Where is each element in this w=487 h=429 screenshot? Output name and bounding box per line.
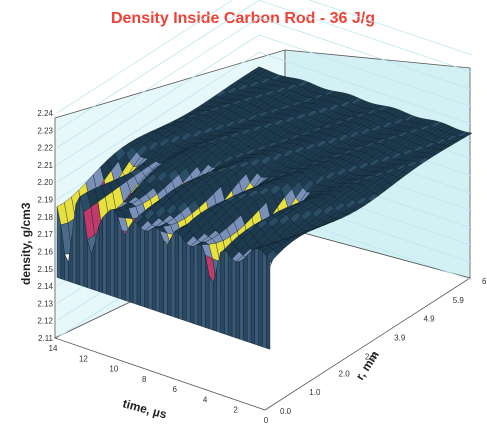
- z-tick-label: 2.24: [37, 109, 53, 118]
- surface-skirt: [152, 227, 156, 311]
- surface-skirt: [156, 227, 160, 312]
- time-tick-label: 8: [142, 375, 147, 384]
- z-tick-label: 2.18: [37, 213, 53, 222]
- r-tick-label: 3.9: [394, 334, 406, 343]
- z-tick-label: 2.22: [37, 144, 53, 153]
- z-axis-ticks: 2.11 2.12 2.13 2.14 2.15 2.16 2.17 2.18 2.19 2.20…: [37, 109, 53, 343]
- surface-skirt: [103, 214, 107, 295]
- time-tick-label: 12: [79, 354, 88, 363]
- surface-skirt: [243, 255, 247, 341]
- surface-skirt: [266, 256, 270, 349]
- z-tick-label: 2.16: [37, 247, 53, 256]
- surface-skirt: [114, 209, 118, 298]
- r-tick-label: 0.0: [280, 407, 292, 416]
- surface-skirt: [228, 254, 232, 337]
- z-tick-label: 2.12: [37, 317, 53, 326]
- surface-skirt: [194, 244, 198, 325]
- surface-skirt: [175, 231, 179, 318]
- r-axis-label: r, mm: [353, 348, 382, 382]
- surface-skirt: [247, 251, 251, 343]
- r-tick-label: 4.9: [423, 315, 435, 324]
- time-tick-label: 0: [264, 416, 269, 425]
- surface-skirt: [148, 229, 152, 310]
- time-axis-label: time, µs: [121, 396, 168, 421]
- chart-title: Density Inside Carbon Rod - 36 J/g: [111, 10, 375, 27]
- surface-skirt: [76, 197, 80, 286]
- z-tick-label: 2.20: [37, 178, 53, 187]
- surface-skirt: [160, 231, 164, 314]
- time-tick-label: 4: [203, 395, 208, 404]
- surface-skirt: [240, 259, 244, 340]
- time-tick-label: 10: [109, 365, 118, 374]
- surface-skirt: [164, 241, 168, 315]
- surface-skirt: [183, 238, 187, 321]
- time-tick-label: 6: [172, 385, 177, 394]
- surface-skirt: [259, 249, 263, 347]
- r-tick-label: 2.0: [339, 369, 351, 378]
- surface-skirt: [144, 231, 148, 308]
- surface-skirt: [99, 218, 103, 293]
- z-tick-label: 2.11: [38, 334, 54, 343]
- z-axis-label: density, g/cm3: [19, 202, 33, 285]
- z-tick-label: 2.14: [37, 282, 53, 291]
- surface-skirt: [190, 246, 194, 323]
- z-tick-label: 2.15: [37, 265, 53, 274]
- surface-skirt: [106, 210, 110, 295]
- r-tick-label: 5.9: [453, 296, 465, 305]
- surface-skirt: [232, 259, 236, 338]
- z-tick-label: 2.19: [37, 196, 53, 205]
- surface-skirt: [236, 262, 240, 339]
- surface-skirt: [167, 238, 171, 316]
- surface-skirt: [129, 221, 133, 303]
- surface-skirt: [186, 243, 190, 322]
- surface-skirt: [110, 209, 114, 296]
- surface-skirt: [118, 217, 122, 299]
- surface-skirt: [255, 249, 259, 346]
- surface-skirt: [171, 231, 175, 317]
- z-tick-label: 2.17: [37, 230, 53, 239]
- surface-skirt: [262, 251, 266, 348]
- surface-skirt: [224, 249, 228, 335]
- r-tick-label: 1.0: [309, 388, 321, 397]
- time-tick-label: 14: [49, 344, 58, 353]
- z-tick-label: 2.13: [37, 299, 53, 308]
- surface-skirt: [133, 221, 137, 304]
- surface-skirt: [202, 245, 206, 328]
- surface-skirt: [209, 276, 213, 330]
- surface-skirt: [80, 197, 84, 287]
- surface-skirt: [179, 233, 183, 320]
- surface-skirt: [137, 224, 141, 306]
- z-tick-label: 2.21: [37, 161, 53, 170]
- surface-skirt: [251, 249, 255, 345]
- time-tick-label: 2: [233, 406, 238, 415]
- surface-skirt: [125, 227, 129, 302]
- surface-skirt: [122, 230, 126, 300]
- r-tick-label: 6.9: [482, 277, 487, 286]
- surface-skirt: [141, 228, 145, 307]
- surface-skirt: [198, 244, 202, 326]
- z-tick-label: 2.23: [37, 126, 53, 135]
- surface-skirt: [221, 249, 225, 334]
